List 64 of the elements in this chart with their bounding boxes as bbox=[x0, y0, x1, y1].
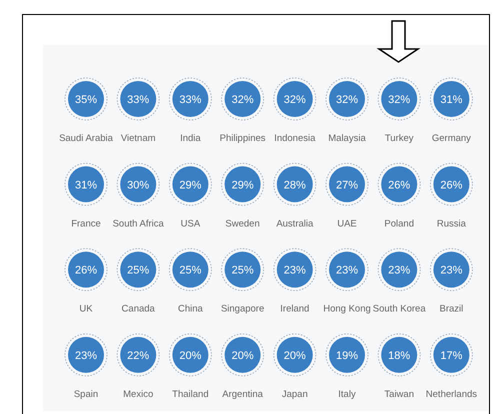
data-label: 20% bbox=[284, 350, 306, 362]
category-label: Turkey bbox=[384, 133, 414, 144]
category-label: South Africa bbox=[112, 218, 165, 230]
category-label: India bbox=[180, 133, 202, 144]
category-label: Poland bbox=[384, 218, 414, 230]
category-label: Vietnam bbox=[120, 133, 156, 144]
data-label: 26% bbox=[388, 179, 410, 192]
data-label: 22% bbox=[127, 350, 150, 362]
data-label: 29% bbox=[232, 179, 254, 192]
data-label: 31% bbox=[440, 94, 463, 106]
data-label: 20% bbox=[179, 350, 202, 362]
data-label: 33% bbox=[179, 94, 202, 106]
category-label: Hong Kong bbox=[323, 304, 371, 315]
category-label: Malaysia bbox=[328, 133, 366, 144]
category-label: Australia bbox=[276, 218, 314, 230]
category-label: Sweden bbox=[225, 218, 260, 230]
data-label: 25% bbox=[127, 264, 150, 277]
data-label: 17% bbox=[440, 350, 463, 362]
data-label: 26% bbox=[440, 179, 463, 192]
category-label: Argentina bbox=[222, 388, 264, 400]
category-label: UAE bbox=[337, 218, 357, 230]
data-label: 28% bbox=[284, 179, 306, 192]
data-label: 32% bbox=[388, 94, 410, 106]
data-label: 26% bbox=[74, 264, 98, 277]
data-label: 23% bbox=[440, 264, 463, 277]
data-label: 23% bbox=[336, 264, 358, 277]
category-label: Mexico bbox=[123, 388, 154, 400]
data-label: 32% bbox=[284, 94, 306, 106]
data-label: 25% bbox=[232, 264, 254, 277]
data-label: 29% bbox=[179, 179, 202, 192]
category-label: Germany bbox=[432, 133, 472, 144]
data-label: 18% bbox=[388, 350, 410, 362]
category-label: Japan bbox=[282, 388, 308, 400]
category-label: Taiwan bbox=[384, 388, 414, 400]
data-label: 30% bbox=[127, 179, 150, 192]
data-label: 23% bbox=[284, 264, 306, 277]
category-label: China bbox=[178, 304, 204, 315]
category-label: Canada bbox=[122, 304, 156, 315]
category-label: Spain bbox=[74, 388, 98, 400]
category-label: Saudi Arabia bbox=[59, 133, 114, 144]
category-label: Indonesia bbox=[274, 133, 316, 144]
category-label: South Korea bbox=[372, 304, 426, 315]
data-label: 27% bbox=[336, 179, 358, 192]
data-label: 32% bbox=[336, 94, 358, 106]
data-label: 23% bbox=[388, 264, 410, 277]
category-label: Thailand bbox=[172, 388, 209, 400]
category-label: Russia bbox=[436, 218, 467, 230]
data-label: 32% bbox=[232, 94, 254, 106]
category-label: USA bbox=[180, 218, 201, 230]
data-label: 23% bbox=[74, 350, 98, 362]
data-label: 31% bbox=[74, 179, 98, 192]
category-label: France bbox=[71, 218, 101, 230]
category-label: Ireland bbox=[280, 304, 310, 315]
data-label: 25% bbox=[179, 264, 202, 277]
category-label: Netherlands bbox=[426, 388, 478, 400]
data-label: 20% bbox=[232, 350, 254, 362]
category-label: Philippines bbox=[220, 133, 266, 144]
category-label: UK bbox=[79, 304, 94, 315]
data-label: 19% bbox=[336, 350, 358, 362]
data-label: 33% bbox=[127, 94, 150, 106]
category-label: Brazil bbox=[440, 304, 464, 315]
category-label: Singapore bbox=[220, 304, 264, 315]
category-label: Italy bbox=[338, 388, 356, 400]
data-label: 35% bbox=[74, 94, 98, 106]
